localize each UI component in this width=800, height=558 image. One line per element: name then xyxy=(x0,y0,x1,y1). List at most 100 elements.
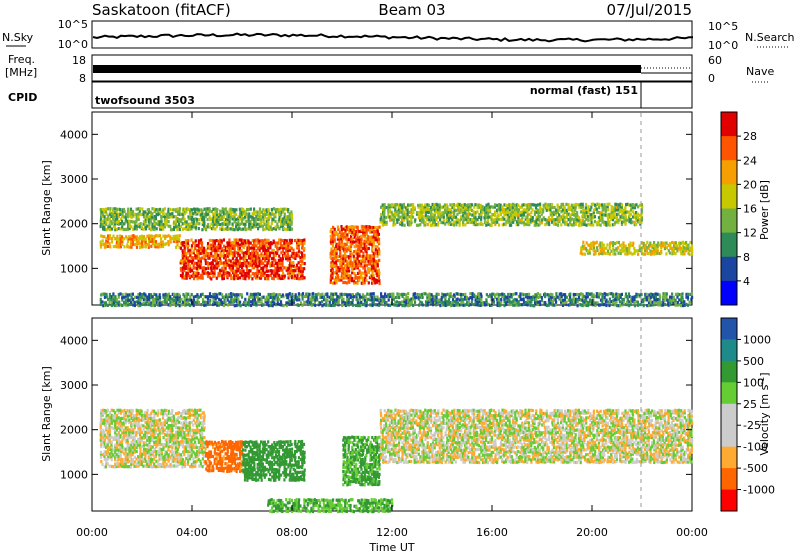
power-cell xyxy=(427,215,429,218)
power-cell xyxy=(375,303,377,306)
power-colorbar-segment xyxy=(721,160,737,185)
power-cell xyxy=(107,218,109,221)
velocity-cell xyxy=(114,465,116,468)
power-cell xyxy=(155,216,157,219)
power-cell xyxy=(633,301,635,304)
power-y-tick-label: 4000 xyxy=(60,128,88,141)
power-cell xyxy=(643,304,645,307)
power-cell xyxy=(596,241,598,244)
power-cell xyxy=(532,295,534,298)
power-cell xyxy=(176,228,178,231)
power-cell xyxy=(351,237,353,240)
velocity-cell xyxy=(132,458,134,461)
velocity-cell xyxy=(114,411,116,414)
power-cell xyxy=(267,221,269,224)
power-cell xyxy=(398,296,400,299)
power-cell xyxy=(457,298,459,301)
power-cell xyxy=(494,293,496,296)
power-cell xyxy=(198,227,200,230)
power-cell xyxy=(255,218,257,221)
power-cell xyxy=(298,247,300,250)
power-colorbar-tick-label: 24 xyxy=(743,154,757,167)
power-cell xyxy=(326,299,328,302)
power-cell xyxy=(569,293,571,296)
power-cell xyxy=(596,208,598,211)
power-cell xyxy=(276,223,278,226)
power-cell xyxy=(259,293,261,296)
power-cell xyxy=(119,208,121,211)
freq-trace-block xyxy=(93,65,641,73)
power-cell xyxy=(637,253,639,256)
power-cell xyxy=(464,293,466,296)
power-cell xyxy=(248,216,250,219)
power-cell xyxy=(101,300,103,303)
power-cell xyxy=(422,219,424,222)
power-cell xyxy=(207,218,209,221)
power-cell xyxy=(116,228,118,231)
power-cell xyxy=(656,293,658,296)
power-cell xyxy=(209,226,211,229)
power-cell xyxy=(476,223,478,226)
power-cell xyxy=(246,252,248,255)
power-cell xyxy=(105,208,107,211)
power-cell xyxy=(262,303,264,306)
power-cell xyxy=(121,243,123,246)
power-cell xyxy=(329,304,331,307)
power-cell xyxy=(558,219,560,222)
power-cell xyxy=(221,301,223,304)
power-cell xyxy=(123,296,125,299)
power-cell xyxy=(201,228,203,231)
power-cell xyxy=(379,282,381,285)
power-cell xyxy=(112,292,114,295)
power-cell xyxy=(105,293,107,296)
power-cell xyxy=(631,253,633,256)
power-cell xyxy=(121,304,123,307)
power-cell xyxy=(498,223,500,226)
power-cell xyxy=(272,218,274,221)
power-cell xyxy=(403,293,405,296)
power-cell xyxy=(628,292,630,295)
power-cell xyxy=(685,241,687,244)
power-cell xyxy=(557,204,559,207)
power-cell xyxy=(407,216,409,219)
power-cell xyxy=(374,245,376,248)
power-cell xyxy=(227,303,229,306)
power-cell xyxy=(180,298,182,301)
power-cell xyxy=(524,223,526,226)
cpid-mode-1: twofsound 3503 xyxy=(95,94,195,107)
power-cell xyxy=(214,240,216,243)
velocity-cell xyxy=(121,417,123,420)
power-cell xyxy=(521,303,523,306)
power-cell xyxy=(594,295,596,298)
power-cell xyxy=(212,212,214,215)
power-cell xyxy=(630,203,632,206)
power-cell xyxy=(601,203,603,206)
power-cell xyxy=(607,208,609,211)
power-cell xyxy=(237,297,239,300)
power-cell xyxy=(349,301,351,304)
power-cell xyxy=(151,216,153,219)
power-cell xyxy=(303,267,305,270)
power-cell xyxy=(289,274,291,277)
power-cell xyxy=(683,300,685,303)
power-cell xyxy=(412,216,414,219)
velocity-cell xyxy=(125,426,127,429)
power-cell xyxy=(186,277,188,280)
power-cell xyxy=(133,220,135,223)
power-cell xyxy=(405,293,407,296)
power-cell xyxy=(116,213,118,216)
power-cell xyxy=(194,266,196,269)
power-cell xyxy=(673,296,675,299)
power-cell xyxy=(264,210,266,213)
power-cell xyxy=(231,241,233,244)
power-cell xyxy=(235,208,237,211)
power-cell xyxy=(245,304,247,307)
power-cell xyxy=(121,220,123,223)
power-cell xyxy=(231,269,233,272)
power-cell xyxy=(378,248,380,251)
power-cell xyxy=(335,255,337,258)
power-cell xyxy=(592,241,594,244)
power-cell xyxy=(189,222,191,225)
power-cell xyxy=(107,207,109,210)
